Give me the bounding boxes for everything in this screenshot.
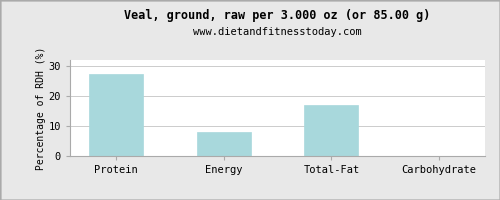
Bar: [196, 132, 250, 156]
Y-axis label: Percentage of RDH (%): Percentage of RDH (%): [36, 46, 46, 170]
Bar: [304, 105, 358, 156]
Text: www.dietandfitnesstoday.com: www.dietandfitnesstoday.com: [193, 27, 362, 37]
Text: Veal, ground, raw per 3.000 oz (or 85.00 g): Veal, ground, raw per 3.000 oz (or 85.00…: [124, 9, 430, 22]
Bar: [89, 73, 143, 156]
